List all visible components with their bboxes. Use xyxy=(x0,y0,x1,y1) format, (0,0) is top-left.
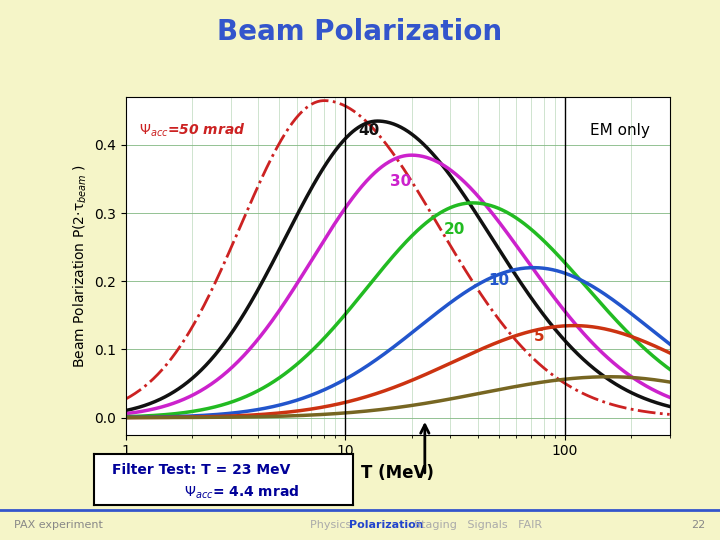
Text: $\Psi_{acc}$=50 mrad: $\Psi_{acc}$=50 mrad xyxy=(140,122,246,139)
Text: 30: 30 xyxy=(390,174,412,189)
Text: Polarization: Polarization xyxy=(349,520,424,530)
Text: PAX experiment: PAX experiment xyxy=(14,520,103,530)
Text: 20: 20 xyxy=(444,221,465,237)
Text: Filter Test: T = 23 MeV: Filter Test: T = 23 MeV xyxy=(112,463,290,477)
Text: Beam Polarization: Beam Polarization xyxy=(217,18,503,46)
Y-axis label: Beam Polarization P(2·τ$_{beam}$ ): Beam Polarization P(2·τ$_{beam}$ ) xyxy=(71,164,89,368)
Text: Physics: Physics xyxy=(310,520,354,530)
Text: $\Psi_{acc}$= 4.4 mrad: $\Psi_{acc}$= 4.4 mrad xyxy=(184,483,300,501)
Text: 10: 10 xyxy=(489,273,510,288)
Text: Staging   Signals   FAIR: Staging Signals FAIR xyxy=(414,520,542,530)
Text: 5: 5 xyxy=(534,329,544,345)
X-axis label: T (MeV): T (MeV) xyxy=(361,464,434,482)
Text: 22: 22 xyxy=(691,520,706,530)
Text: 40: 40 xyxy=(359,123,380,138)
Text: EM only: EM only xyxy=(590,123,649,138)
